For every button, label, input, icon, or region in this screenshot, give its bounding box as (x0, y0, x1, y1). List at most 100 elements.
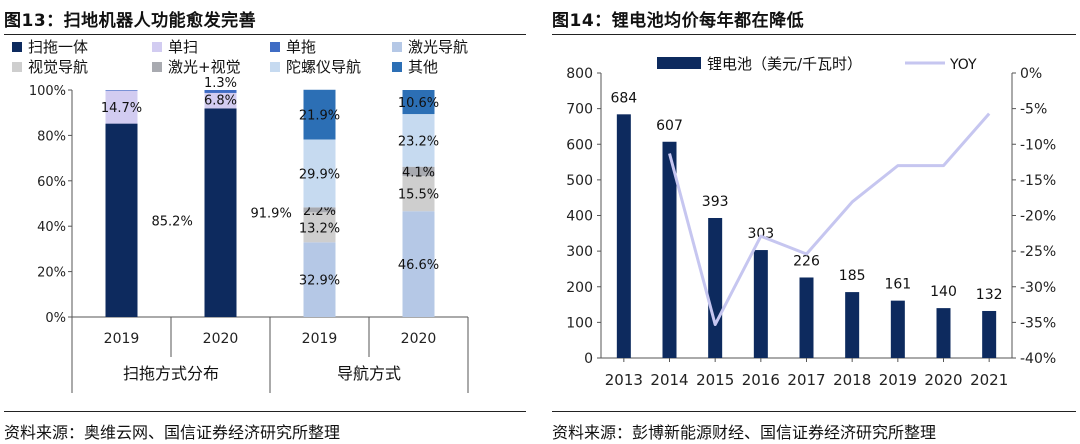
x-tick-label: 2020 (203, 331, 239, 347)
y-right-tick-label: -20% (1020, 209, 1056, 225)
x-tick-label: 2019 (879, 371, 917, 389)
legend-swatch (392, 62, 402, 72)
legend-label: 激光导航 (408, 38, 468, 56)
bar-segment (105, 90, 138, 124)
x-tick-label: 2021 (970, 371, 1008, 389)
bar (936, 308, 951, 358)
legend-swatch (392, 42, 402, 52)
figure-14-source-rule (552, 411, 1076, 412)
y-right-tick-label: -25% (1020, 244, 1056, 260)
legend-label-line: YOY (949, 57, 977, 73)
data-label: 15.5% (398, 188, 439, 203)
y-left-tick-label: 800 (566, 66, 593, 82)
bar-segment (402, 176, 435, 212)
x-tick-label: 2015 (696, 371, 734, 389)
y-tick-label: 20% (37, 266, 66, 281)
data-label: 2.2% (303, 204, 336, 219)
bar (662, 141, 677, 358)
bar (799, 277, 814, 358)
y-left-tick-label: 200 (566, 280, 593, 296)
legend-swatch (270, 42, 280, 52)
bar-segment (303, 212, 336, 243)
y-right-tick-label: -5% (1020, 102, 1047, 118)
y-right-tick-label: -35% (1020, 315, 1056, 331)
x-tick-label: 2016 (742, 371, 780, 389)
bar-segment (303, 89, 336, 140)
y-left-tick-label: 300 (566, 244, 593, 260)
bar-value-label: 185 (839, 268, 866, 284)
data-label: 85.2% (152, 214, 193, 229)
data-label: 10.6% (398, 96, 439, 111)
group-label: 扫拖方式分布 (123, 364, 219, 383)
data-label: 1.3% (204, 76, 237, 91)
figure-13-source: 资料来源：奥维云网、国信证券经济研究所整理 (4, 423, 341, 442)
bar (845, 292, 860, 358)
legend-swatch (12, 42, 22, 52)
legend-label: 扫拖一体 (28, 38, 88, 56)
y-tick-label: 0% (45, 311, 66, 326)
y-left-tick-label: 700 (566, 102, 593, 118)
bar-value-label: 226 (793, 253, 820, 269)
y-left-tick-label: 500 (566, 173, 593, 189)
data-label: 32.9% (299, 274, 340, 289)
x-tick-label: 2014 (650, 371, 688, 389)
data-label: 23.2% (398, 134, 439, 149)
figure-14-source: 资料来源：彭博新能源财经、国信证券经济研究所整理 (552, 423, 937, 442)
legend-swatch (152, 62, 162, 72)
y-tick-label: 40% (37, 220, 66, 235)
legend-swatch-bar (657, 57, 701, 69)
figure-13-source-rule (4, 411, 526, 412)
bar-value-label: 140 (930, 284, 957, 300)
data-label: 91.9% (251, 207, 292, 222)
data-label: 14.7% (101, 101, 142, 116)
group-label: 导航方式 (337, 364, 401, 383)
x-tick-label: 2020 (924, 371, 962, 389)
bar-value-label: 607 (656, 118, 683, 134)
y-left-tick-label: 600 (566, 137, 593, 153)
y-right-tick-label: -40% (1020, 351, 1056, 367)
legend-label: 视觉导航 (28, 58, 88, 76)
y-left-tick-label: 0 (584, 351, 593, 367)
y-tick-label: 60% (37, 175, 66, 190)
data-label: 13.2% (299, 221, 340, 236)
bar-segment (402, 166, 435, 177)
bar-segment (402, 211, 435, 317)
data-label: 29.9% (299, 167, 340, 182)
data-label: 21.9% (299, 109, 340, 124)
bar (708, 217, 723, 358)
legend-label-bar: 锂电池（美元/千瓦时） (707, 55, 862, 73)
legend-swatch (12, 62, 22, 72)
x-tick-label: 2017 (787, 371, 825, 389)
bar (753, 250, 768, 358)
y-right-tick-label: -15% (1020, 173, 1056, 189)
bar-segment (105, 123, 138, 317)
y-right-tick-label: -10% (1020, 137, 1056, 153)
bar-segment (105, 90, 138, 91)
bar (982, 310, 997, 358)
bar-segment (303, 139, 336, 208)
legend-label: 其他 (408, 58, 438, 76)
y-left-tick-label: 400 (566, 209, 593, 225)
y-right-tick-label: -30% (1020, 280, 1056, 296)
y-left-tick-label: 100 (566, 315, 593, 331)
chart-14-battery-price: 锂电池（美元/千瓦时） YOY 0 100 200 300 400 500 600 700 800 0… (566, 55, 1056, 389)
x-tick-label: 2020 (401, 331, 437, 347)
legend-label: 单扫 (168, 38, 198, 56)
legend-swatch (152, 42, 162, 52)
bar-segment (204, 92, 237, 109)
bar-segment (303, 242, 336, 317)
x-tick-label: 2013 (605, 371, 643, 389)
x-tick-label: 2018 (833, 371, 871, 389)
x-tick-label: 2019 (104, 331, 140, 347)
figure-13-title-rule (4, 34, 526, 35)
y-right-tick-label: 0% (1020, 66, 1042, 82)
legend-label: 激光+视觉 (168, 58, 241, 76)
figure-13-title: 图13：扫地机器人功能愈发完善 (4, 11, 257, 31)
bar-segment (204, 90, 237, 93)
bar-segment (303, 207, 336, 213)
legend-swatch (270, 62, 280, 72)
bar-segment (402, 90, 435, 115)
bar-segment (204, 108, 237, 318)
figure-14-title: 图14：锂电池均价每年都在降低 (552, 11, 805, 31)
